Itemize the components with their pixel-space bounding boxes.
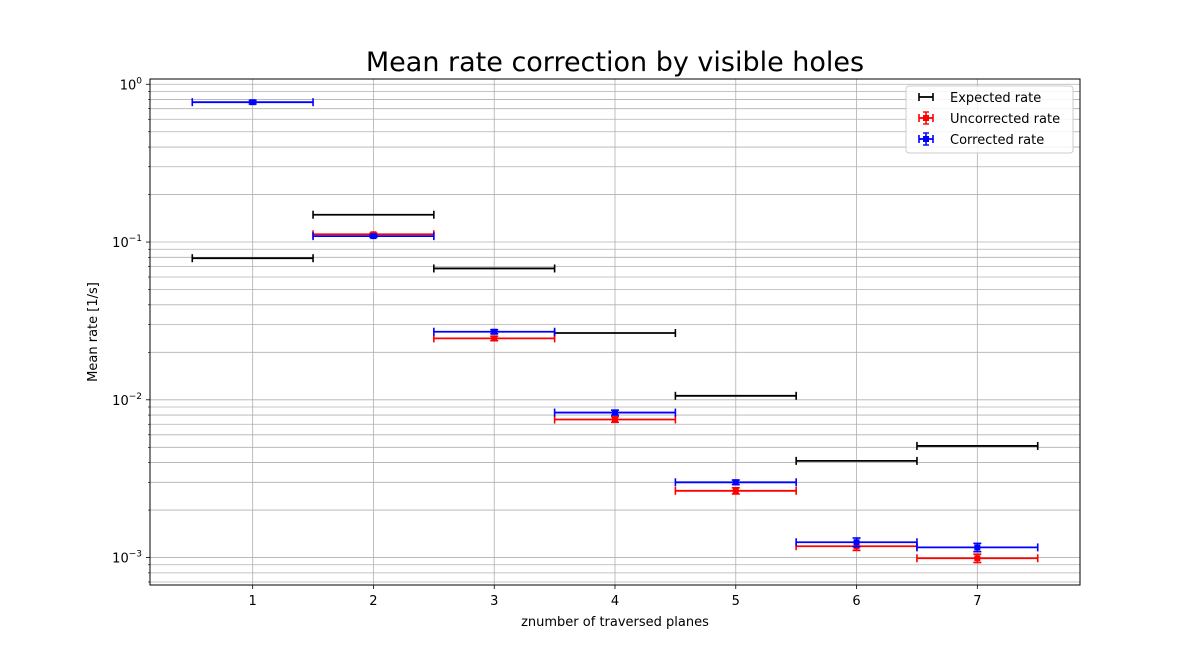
legend-box bbox=[905, 85, 1074, 154]
legend-entry-uncorrected: Uncorrected rate bbox=[918, 111, 1060, 127]
data-point bbox=[433, 264, 556, 273]
data-point bbox=[674, 478, 797, 487]
data-point bbox=[433, 327, 556, 336]
y-tick-label: 10−3 bbox=[112, 550, 142, 567]
y-tick-label: 10−1 bbox=[112, 234, 142, 251]
y-axis-label: Mean rate [1/s] bbox=[86, 282, 101, 382]
legend-marker bbox=[923, 136, 929, 142]
plot-series bbox=[191, 98, 1039, 564]
series-corrected bbox=[191, 98, 1039, 553]
y-tick-label-base: 10 bbox=[112, 394, 129, 409]
x-tick-label: 2 bbox=[369, 594, 377, 609]
x-tick-label: 4 bbox=[611, 594, 619, 609]
data-point bbox=[553, 408, 677, 417]
chart-title: Mean rate correction by visible holes bbox=[366, 47, 864, 78]
x-tick-label: 3 bbox=[490, 594, 498, 609]
y-tick-label-exponent: 0 bbox=[136, 76, 142, 86]
data-point bbox=[674, 486, 797, 495]
legend-entry-expected: Expected rate bbox=[918, 91, 1041, 106]
data-point bbox=[553, 415, 677, 424]
point-marker bbox=[491, 328, 498, 335]
point-marker bbox=[249, 99, 256, 106]
legend: Expected rate Uncorrected rate Corrected r… bbox=[905, 85, 1074, 154]
data-point bbox=[312, 232, 435, 241]
y-tick-label-base: 10 bbox=[112, 236, 129, 251]
x-tick-label: 6 bbox=[852, 594, 860, 609]
point-marker bbox=[974, 544, 981, 551]
point-marker bbox=[853, 539, 860, 546]
point-marker bbox=[491, 335, 498, 342]
data-point bbox=[916, 441, 1039, 450]
legend-label: Expected rate bbox=[950, 91, 1041, 106]
y-tick-label-base: 10 bbox=[112, 552, 129, 567]
point-marker bbox=[732, 479, 739, 486]
y-tick-label-exponent: −1 bbox=[129, 234, 142, 244]
point-marker bbox=[974, 555, 981, 562]
data-point bbox=[433, 334, 556, 343]
point-marker bbox=[612, 416, 618, 423]
y-tick-label: 10−2 bbox=[112, 392, 142, 409]
point-marker bbox=[732, 487, 739, 494]
x-axis-label: znumber of traversed planes bbox=[521, 615, 709, 630]
x-axis: 1 2 3 4 5 6 7 bbox=[249, 585, 981, 609]
data-point bbox=[674, 391, 797, 400]
point-marker bbox=[370, 233, 377, 240]
y-tick-label-base: 10 bbox=[120, 78, 137, 93]
data-point bbox=[916, 553, 1039, 564]
data-point bbox=[191, 254, 314, 263]
data-point bbox=[312, 210, 435, 219]
data-point bbox=[795, 456, 918, 465]
x-tick-label: 1 bbox=[249, 594, 257, 609]
data-point bbox=[916, 542, 1039, 553]
series-expected bbox=[191, 210, 1039, 465]
y-tick-label-exponent: −3 bbox=[129, 550, 142, 560]
data-point bbox=[191, 98, 314, 107]
legend-label: Uncorrected rate bbox=[950, 112, 1060, 127]
x-tick-label: 5 bbox=[732, 594, 740, 609]
x-tick-label: 7 bbox=[973, 594, 981, 609]
y-tick-label-exponent: −2 bbox=[129, 392, 142, 402]
legend-entry-corrected: Corrected rate bbox=[918, 132, 1044, 148]
y-tick-label: 100 bbox=[120, 76, 143, 93]
legend-marker bbox=[923, 115, 929, 121]
legend-label: Corrected rate bbox=[950, 133, 1044, 148]
point-marker bbox=[612, 409, 618, 416]
